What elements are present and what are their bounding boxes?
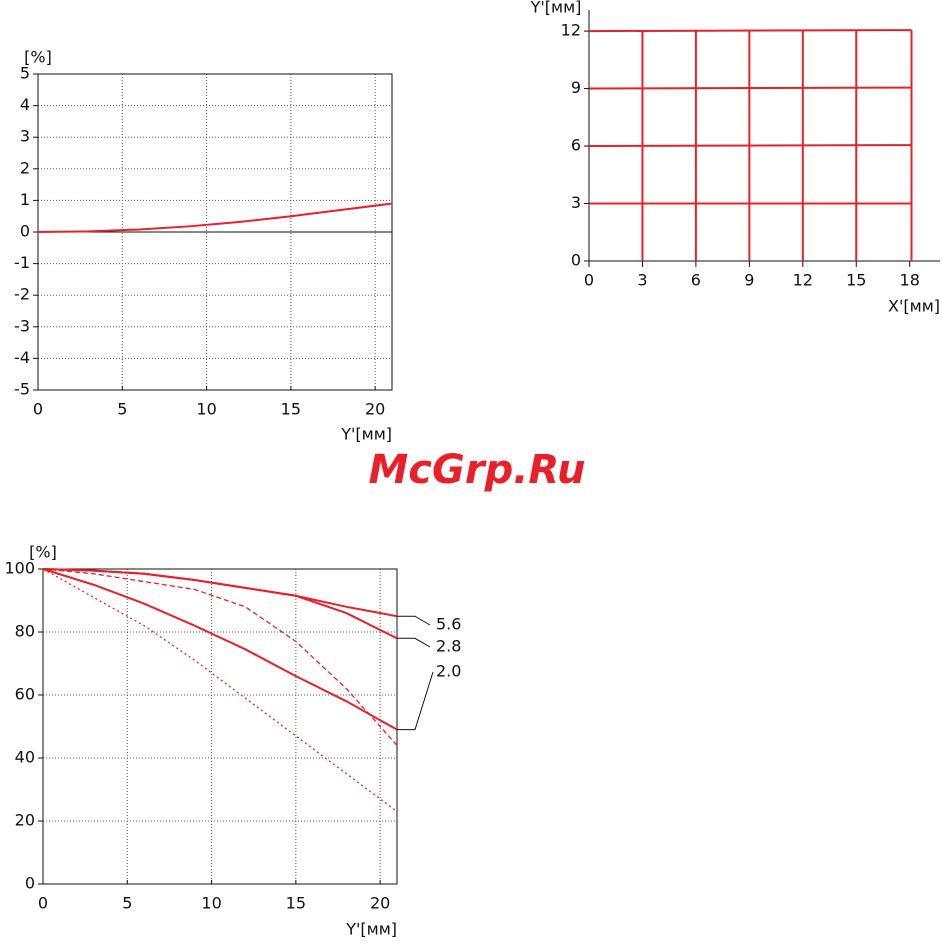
plot-frame <box>42 568 398 885</box>
x-tick-label: 5 <box>117 400 127 419</box>
y-tick-label: 0 <box>25 874 35 893</box>
x-tick-label: 15 <box>286 894 306 913</box>
x-tick-label: 3 <box>637 271 647 290</box>
y-tick-label: 3 <box>20 127 30 146</box>
x-axis-label: X'[мм] <box>888 297 940 316</box>
data-line <box>588 29 912 33</box>
x-tick-label: 15 <box>846 271 866 290</box>
data-line <box>42 568 398 640</box>
y-tick-label: 6 <box>571 136 581 155</box>
x-tick-label: 20 <box>370 894 390 913</box>
x-tick-label: 20 <box>365 400 385 419</box>
leader-line <box>397 671 434 731</box>
x-tick-label: 0 <box>584 271 594 290</box>
x-tick-label: 0 <box>38 894 48 913</box>
series-label: 2.8 <box>436 637 461 656</box>
y-tick-label: 20 <box>15 811 35 830</box>
y-tick-label: -1 <box>14 253 30 272</box>
x-tick-label: 9 <box>744 271 754 290</box>
y-tick-label: 100 <box>4 559 35 578</box>
x-tick-label: 18 <box>900 271 920 290</box>
y-tick-label: -2 <box>14 285 30 304</box>
x-tick-label: 5 <box>122 894 132 913</box>
data-line <box>37 202 393 233</box>
y-tick-label: 9 <box>571 78 581 97</box>
watermark: McGrp.Ru <box>369 447 586 493</box>
y-axis-label: [%] <box>24 48 52 67</box>
y-tick-label: 4 <box>20 95 30 114</box>
x-tick-label: 10 <box>201 894 221 913</box>
y-tick-label: 80 <box>15 622 35 641</box>
data-line <box>42 568 398 813</box>
data-line <box>42 568 398 618</box>
y-tick-label: 2 <box>20 158 30 177</box>
x-tick-label: 0 <box>33 400 43 419</box>
y-tick-label: 1 <box>20 190 30 209</box>
y-tick-label: -3 <box>14 316 30 335</box>
y-tick-label: 5 <box>20 64 30 83</box>
y-axis-label: Y'[мм] <box>530 0 582 17</box>
x-tick-label: 10 <box>196 400 216 419</box>
y-axis-label: [%] <box>29 543 57 562</box>
y-tick-label: 40 <box>15 748 35 767</box>
leader-line <box>397 615 431 626</box>
x-axis-label: Y'[мм] <box>345 920 397 939</box>
x-tick-label: 15 <box>281 400 301 419</box>
y-tick-label: -4 <box>14 348 30 367</box>
x-tick-label: 12 <box>793 271 813 290</box>
x-axis-label: Y'[мм] <box>340 425 392 444</box>
series-label: 5.6 <box>436 615 461 634</box>
y-tick-label: 0 <box>571 251 581 270</box>
y-tick-label: 60 <box>15 685 35 704</box>
series-label: 2.0 <box>436 662 461 681</box>
y-tick-label: -5 <box>14 380 30 399</box>
data-line <box>42 568 398 731</box>
leader-line <box>397 637 431 648</box>
y-tick-label: 12 <box>561 21 581 40</box>
y-tick-label: 3 <box>571 193 581 212</box>
x-tick-label: 6 <box>691 271 701 290</box>
y-tick-label: 0 <box>20 222 30 241</box>
data-line <box>42 568 398 746</box>
